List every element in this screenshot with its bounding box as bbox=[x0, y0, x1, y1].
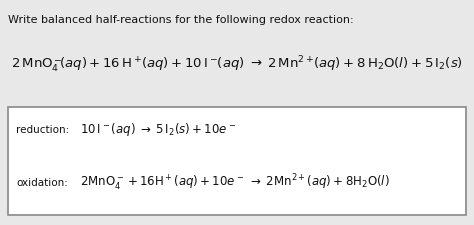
Text: $10\,\mathrm{I^-}(aq)\;\rightarrow\;5\,\mathrm{I_2}(s)+10e^-$: $10\,\mathrm{I^-}(aq)\;\rightarrow\;5\,\… bbox=[80, 122, 236, 139]
Bar bbox=[8, 107, 466, 215]
Text: Write balanced half-reactions for the following redox reaction:: Write balanced half-reactions for the fo… bbox=[8, 15, 354, 25]
Text: oxidation:: oxidation: bbox=[16, 178, 68, 188]
Text: $2\,\mathrm{MnO_4^-}\!\!(aq)+16\,\mathrm{H^+}\!(aq)+10\,\mathrm{I^-}\!(aq)\;\rig: $2\,\mathrm{MnO_4^-}\!\!(aq)+16\,\mathrm… bbox=[11, 55, 463, 75]
Text: reduction:: reduction: bbox=[16, 125, 69, 135]
Text: $2\mathrm{MnO_4^-}+16\mathrm{H^+}(aq)+10e^-\;\rightarrow\;2\mathrm{Mn^{2+}}(aq)+: $2\mathrm{MnO_4^-}+16\mathrm{H^+}(aq)+10… bbox=[80, 173, 390, 193]
